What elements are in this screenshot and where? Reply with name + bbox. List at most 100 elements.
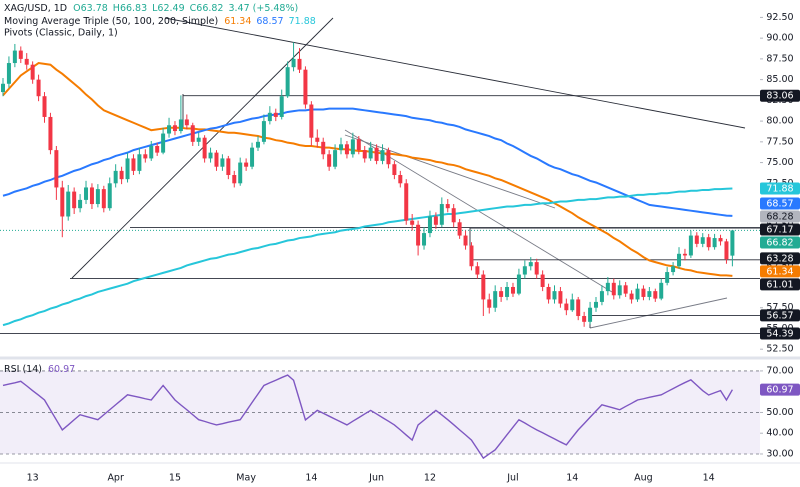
price-tag-label: 63.28 <box>766 253 793 264</box>
price-tag-label: 67.17 <box>766 225 793 236</box>
symbol: XAG/USD, 1D <box>4 3 67 14</box>
price-tag <box>760 327 800 340</box>
candle-body <box>48 116 53 151</box>
candle-body <box>220 158 225 167</box>
candle-body <box>297 58 302 70</box>
candle-body <box>700 237 705 244</box>
candle-body <box>558 291 563 304</box>
candle-body <box>250 147 255 167</box>
candle-body <box>208 152 213 159</box>
candle-body <box>327 154 332 167</box>
candle-body <box>333 150 338 167</box>
candle-body <box>60 187 65 217</box>
price-tag-label: 61.01 <box>766 279 793 290</box>
price-tag <box>760 210 800 223</box>
price-tag <box>760 223 800 236</box>
candle-body <box>232 175 237 184</box>
candle-body <box>457 222 462 236</box>
price-tag <box>760 265 800 278</box>
moving-average <box>2 107 733 217</box>
rsi-tick-label: 70.00 <box>766 365 793 376</box>
candle-body <box>161 133 166 153</box>
candle-body <box>101 189 106 209</box>
candle-body <box>499 291 504 297</box>
candle-body <box>469 245 474 267</box>
candle-body <box>552 291 557 300</box>
candle-body <box>143 154 148 159</box>
candle-body <box>510 286 515 294</box>
candle-body <box>196 137 201 142</box>
candle-body <box>131 158 136 171</box>
y-tick-label: 77.50 <box>766 136 793 147</box>
candle-body <box>66 191 71 217</box>
ohlc-change: 3.47 (+5.48%) <box>228 3 298 14</box>
trend-line <box>589 297 728 329</box>
candle-body <box>89 187 94 205</box>
price-tag <box>760 252 800 265</box>
candle-body <box>582 316 587 322</box>
candle-body <box>285 67 290 97</box>
candle-body <box>155 145 160 153</box>
ohlc-close: C66.82 <box>190 3 224 14</box>
x-tick-label: Aug <box>634 473 653 484</box>
candle-body <box>682 253 687 256</box>
candle-body <box>623 285 628 294</box>
trend-line <box>344 134 556 209</box>
x-tick-label: Jul <box>506 473 518 484</box>
candle-body <box>481 274 486 300</box>
candle-body <box>564 303 569 311</box>
candle-body <box>659 282 664 299</box>
price-tag-label: 54.39 <box>766 329 793 340</box>
x-tick-label: May <box>236 473 256 484</box>
candle-body <box>214 152 219 167</box>
y-tick-label: 52.50 <box>766 344 793 355</box>
candle-body <box>1 83 5 93</box>
candle-body <box>72 191 77 209</box>
candle-body <box>516 274 521 294</box>
candle-body <box>18 50 23 59</box>
moving-average <box>2 61 733 277</box>
candle-body <box>303 69 308 105</box>
candle-body <box>570 299 575 311</box>
candle-body <box>410 220 415 225</box>
candle-body <box>42 96 47 117</box>
rsi-tick-label: 50.00 <box>766 407 793 418</box>
candle-body <box>540 274 545 287</box>
candle-body <box>712 238 717 248</box>
candle-body <box>422 233 427 246</box>
price-tag-label: 66.82 <box>766 238 793 249</box>
candle-body <box>12 50 17 64</box>
candle-body <box>641 288 646 297</box>
candle-body <box>78 199 83 209</box>
candle-body <box>463 235 468 246</box>
candle-body <box>505 286 510 297</box>
price-tag <box>760 236 800 249</box>
candle-body <box>677 253 682 267</box>
candle-body <box>339 144 344 151</box>
candle-body <box>291 58 296 68</box>
candle-body <box>665 272 670 283</box>
candle-body <box>178 119 183 132</box>
candle-body <box>427 216 432 234</box>
price-tag-label: 56.57 <box>766 310 793 321</box>
rsi-line <box>2 374 733 460</box>
candle-body <box>107 183 112 209</box>
candle-body <box>392 164 397 176</box>
indicator-value: 68.57 <box>256 16 283 27</box>
candle-body <box>321 141 326 155</box>
x-tick-label: 14 <box>566 473 578 484</box>
x-tick-label: 14 <box>305 473 317 484</box>
candle-body <box>24 58 29 65</box>
candle-body <box>475 266 480 275</box>
candle-body <box>137 154 142 171</box>
ohlc-low: L62.49 <box>152 3 185 14</box>
candle-body <box>487 299 492 308</box>
header: XAG/USD, 1D O63.78 H66.83 L62.49 C66.82 3.47 … <box>4 3 316 375</box>
candle-body <box>261 121 266 142</box>
candle-body <box>113 170 118 184</box>
y-tick-label: 92.50 <box>766 12 793 23</box>
candle-body <box>84 187 89 200</box>
price-tag-label: 71.88 <box>766 183 793 194</box>
candle-body <box>267 112 272 122</box>
